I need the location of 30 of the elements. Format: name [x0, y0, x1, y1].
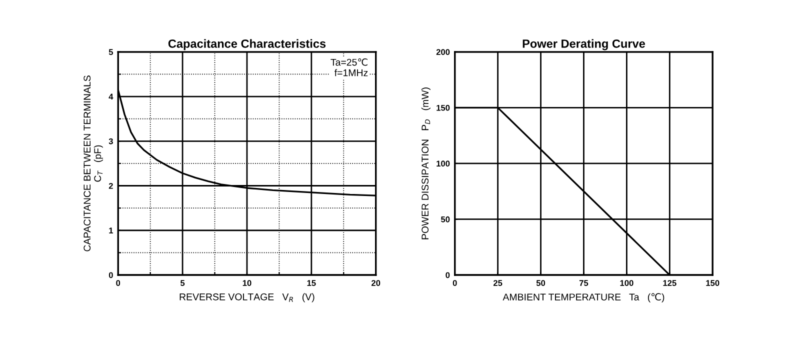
x-tick-label: 150	[706, 280, 720, 286]
x-tick-label: 75	[579, 280, 588, 286]
x-tick-label: 0	[452, 280, 457, 286]
x-tick-label: 20	[372, 280, 380, 286]
y-tick-label: 150	[436, 104, 450, 111]
x-tick-label: 5	[180, 280, 185, 286]
x-axis-title: AMBIENT TEMPERATURE Ta (℃)	[502, 293, 664, 302]
x-tick-label: 50	[536, 280, 546, 286]
y-tick-label: 100	[436, 160, 450, 167]
y-tick-label: 3	[108, 138, 113, 144]
y-tick-label: 1	[109, 228, 114, 234]
chart-title: Capacitance Characteristics	[168, 39, 326, 50]
y-tick-label: 0	[446, 272, 450, 278]
x-tick-label: 25	[493, 280, 502, 286]
y-tick-label: 5	[108, 49, 114, 55]
y-tick-label: 4	[108, 94, 114, 100]
x-tick-label: 100	[620, 280, 634, 286]
text: REVERSE VOLTAGE V$_{R}$ (V)	[180, 293, 314, 302]
annotation: Ta=25℃ f=1MHz	[330, 58, 368, 76]
chart-title: Power Derating Curve	[522, 39, 646, 50]
y-tick-label: 200	[436, 49, 450, 55]
x-tick-label: 125	[663, 280, 676, 286]
text: CAPACITANCE BETWEEN TERMINALS C$_{T}$ (pF)	[84, 76, 103, 252]
text: POWER DISSIPATION P$_{D}$ (mW)	[421, 88, 430, 240]
x-tick-label: 15	[307, 280, 316, 286]
x-tick-label: 10	[242, 280, 252, 286]
x-tick-label: 0	[116, 280, 120, 286]
y-tick-label: 0	[108, 272, 113, 278]
y-tick-label: 50	[440, 216, 450, 222]
y-tick-label: 2	[108, 182, 113, 189]
